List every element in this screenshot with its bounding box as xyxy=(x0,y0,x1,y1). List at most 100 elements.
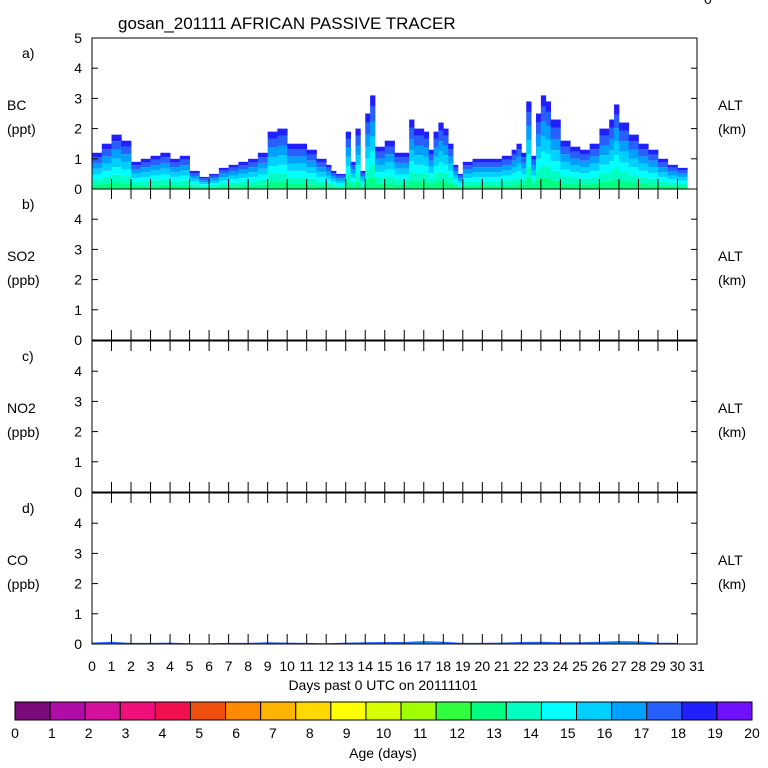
bc-bar-age-13 xyxy=(121,183,132,189)
bc-bar-age-16 xyxy=(667,175,678,180)
colorbar-tick-label: 5 xyxy=(195,725,203,741)
bc-bar-age-19 xyxy=(355,128,361,136)
colorbar-tick-label: 12 xyxy=(449,725,465,741)
bc-bar-age-13 xyxy=(394,184,405,189)
bc-bar-age-16 xyxy=(340,180,347,183)
bc-bar-age-18 xyxy=(409,127,415,139)
y-tick-label: 1 xyxy=(74,606,82,622)
colorbar-swatch xyxy=(435,701,472,721)
bc-bar-age-19 xyxy=(648,149,659,155)
bc-bar-age-19 xyxy=(428,149,434,155)
bc-bar-age-18 xyxy=(443,135,449,146)
bc-bar-age-18 xyxy=(209,175,220,179)
bc-bar-age-16 xyxy=(550,150,561,162)
bc-bar-age-18 xyxy=(170,162,181,168)
bc-bar-age-13 xyxy=(550,180,561,189)
bc-bar-age-16 xyxy=(394,168,405,175)
bc-bar-age-16 xyxy=(267,156,278,167)
bc-bar-age-16 xyxy=(501,170,512,176)
bc-bar-age-15 xyxy=(531,175,537,181)
x-tick-label: 2 xyxy=(127,658,135,674)
colorbar-tick-label: 14 xyxy=(523,725,539,741)
bc-bar-age-18 xyxy=(618,130,630,142)
bc-bar-age-15 xyxy=(360,181,366,185)
bc-bar-age-14 xyxy=(540,164,547,178)
y-tick-label: 2 xyxy=(74,576,82,592)
bc-bar-age-14 xyxy=(350,181,356,186)
bc-bar-age-18 xyxy=(579,154,591,161)
panel-ylabel: CO xyxy=(7,552,28,568)
bc-bar-age-13 xyxy=(638,183,649,189)
bc-bar-age-19 xyxy=(331,170,337,174)
colorbar-label: Age (days) xyxy=(349,745,417,761)
bc-bar-age-18 xyxy=(457,175,464,179)
bc-bar-age-14 xyxy=(355,173,361,182)
x-tick-label: 26 xyxy=(592,658,608,674)
bc-bar-age-19 xyxy=(101,143,112,150)
x-axis-label: Days past 0 UTC on 20111101 xyxy=(288,677,477,693)
bc-bar-age-14 xyxy=(150,180,161,186)
colorbar-swatch xyxy=(49,701,86,721)
colorbar-tick-label: 8 xyxy=(306,725,314,741)
bc-bar-age-14 xyxy=(677,183,688,187)
bc-bar-age-17 xyxy=(287,156,298,164)
bc-bar-age-19 xyxy=(409,119,415,128)
bc-bar-age-13 xyxy=(189,186,200,189)
bc-bar-age-19 xyxy=(516,143,522,150)
bc-bar-age-16 xyxy=(618,151,630,163)
bc-bar-age-17 xyxy=(628,149,639,159)
bc-bar-age-18 xyxy=(560,146,571,155)
bc-bar-age-15 xyxy=(277,164,288,174)
bc-bar-age-17 xyxy=(121,154,132,162)
bc-bar-age-16 xyxy=(92,168,103,175)
bc-bar-age-19 xyxy=(150,155,161,160)
panel-letter: b) xyxy=(22,196,34,212)
bc-bar-age-18 xyxy=(667,167,678,172)
bc-bar-age-19 xyxy=(326,164,332,168)
bc-bar-age-17 xyxy=(409,138,415,151)
bc-bar-age-13 xyxy=(350,185,356,189)
bc-bar-age-16 xyxy=(296,163,308,171)
bc-bar-age-15 xyxy=(604,164,610,174)
bc-bar-age-17 xyxy=(438,141,444,152)
bc-bar-age-15 xyxy=(121,169,132,177)
corner-mark: 0 xyxy=(704,0,712,7)
y-tick-label: 1 xyxy=(74,302,82,318)
bc-bar-age-13 xyxy=(423,182,430,189)
bc-bar-age-13 xyxy=(199,187,210,189)
bc-bar-age-13 xyxy=(287,183,298,189)
bc-bar-age-16 xyxy=(360,178,366,182)
bc-bar-age-14 xyxy=(472,181,483,186)
bc-bar-age-17 xyxy=(540,121,547,137)
bc-bar-age-13 xyxy=(267,182,278,189)
bc-bar-age-17 xyxy=(340,178,347,181)
bc-bar-age-17 xyxy=(423,147,430,157)
bc-bar-age-16 xyxy=(238,173,249,179)
x-tick-label: 28 xyxy=(631,658,647,674)
bc-bar-age-13 xyxy=(545,178,552,189)
panel-y2unit: (km) xyxy=(718,121,746,137)
bc-bar-age-19 xyxy=(657,158,669,163)
colorbar-swatch xyxy=(646,701,683,721)
colorbar-swatch xyxy=(330,701,367,721)
bc-bar-age-14 xyxy=(501,180,512,186)
bc-bar-age-18 xyxy=(448,149,454,157)
bc-bar-age-17 xyxy=(457,178,464,181)
bc-bar-age-16 xyxy=(433,156,439,167)
bc-bar-age-13 xyxy=(579,184,591,189)
bc-bar-age-14 xyxy=(209,185,220,188)
bc-bar-age-19 xyxy=(277,128,288,136)
panel-y2unit: (km) xyxy=(718,576,746,592)
bc-bar-age-16 xyxy=(472,172,483,177)
bc-bar-age-19 xyxy=(531,155,537,160)
bc-bar-age-15 xyxy=(677,180,688,184)
bc-bar-age-13 xyxy=(438,181,444,189)
bc-bar-age-16 xyxy=(648,167,659,174)
bc-bar-age-13 xyxy=(462,185,473,189)
bc-bar-age-18 xyxy=(326,167,332,172)
bc-bar-age-14 xyxy=(589,177,600,184)
bc-bar-age-14 xyxy=(414,173,425,182)
bc-bar-age-17 xyxy=(482,167,493,173)
bc-bar-age-18 xyxy=(453,167,459,172)
bc-bar-age-14 xyxy=(453,182,459,187)
